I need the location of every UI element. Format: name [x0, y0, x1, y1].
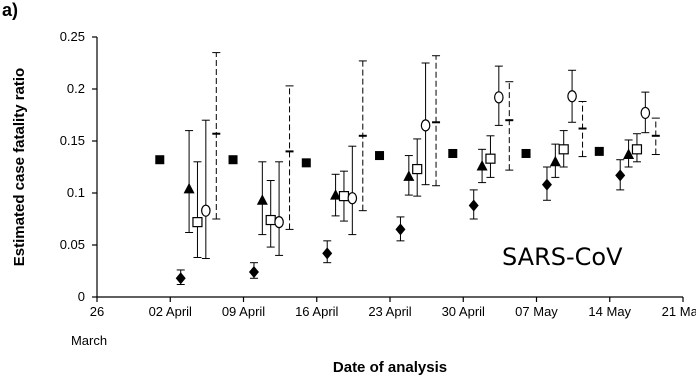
x-tick-label: 07 May: [515, 304, 558, 319]
x-axis-title: Date of analysis: [333, 359, 447, 376]
data-point-triangle-filled: [183, 182, 195, 194]
y-ticks: 0 0.05 0.1 0.15 0.2 0.25: [60, 29, 97, 304]
data-point-square-filled: [521, 148, 531, 158]
data-point-square-open: [558, 144, 569, 155]
y-tick-label: 0.25: [60, 29, 85, 44]
data-point-circle-open: [494, 91, 504, 104]
x-tick-label: 30 April: [442, 304, 485, 319]
x-tick-label: 23 April: [368, 304, 411, 319]
series-circle-open: [201, 62, 651, 260]
series-diamond-filled: [175, 159, 626, 286]
data-point-triangle-filled: [330, 189, 342, 200]
data-point-circle-open: [274, 216, 284, 229]
data-point-circle-open: [420, 119, 431, 132]
y-tick-label: 0.05: [60, 237, 85, 252]
x-tick-label: 02 April: [149, 304, 192, 319]
data-point-square-open: [338, 191, 350, 202]
series-dash: [212, 52, 660, 230]
data-point-circle-open: [201, 204, 211, 217]
data-point-square-filled: [228, 155, 238, 165]
x-tick-label: 09 April: [222, 304, 265, 319]
y-tick-label: 0.2: [67, 81, 85, 96]
data-point-square-open: [412, 163, 423, 175]
x-tick-label-month: March: [71, 333, 107, 348]
x-tick-label: 16 April: [295, 304, 338, 319]
data-point-diamond-filled: [541, 178, 552, 191]
y-tick-label: 0.1: [67, 185, 85, 200]
data-point-square-open: [631, 144, 643, 155]
data-point-square-filled: [594, 146, 604, 156]
data-point-square-filled: [448, 148, 458, 158]
data-point-circle-open: [567, 90, 577, 103]
data-point-triangle-filled: [549, 155, 561, 167]
x-tick-label: 21 May: [662, 304, 696, 319]
data-point-square-filled: [301, 158, 311, 168]
data-point-diamond-filled: [175, 272, 186, 285]
data-point-square-filled: [155, 155, 165, 165]
data-point-square-open: [265, 214, 276, 226]
data-point-diamond-filled: [468, 199, 479, 212]
data-point-square-open: [485, 153, 496, 164]
x-tick-label: 14 May: [588, 304, 631, 319]
data-point-diamond-filled: [395, 223, 406, 236]
annotation-label: SARS-CoV: [502, 243, 623, 271]
plot-area: [155, 52, 660, 286]
data-point-triangle-filled: [476, 159, 488, 171]
y-axis-title: Estimated case fatality ratio: [11, 68, 28, 266]
data-point-triangle-filled: [403, 170, 415, 181]
series-triangle-filled: [183, 130, 635, 236]
series-square-open: [192, 130, 643, 258]
data-point-diamond-filled: [322, 247, 333, 260]
x-tick-label: 26: [90, 304, 104, 319]
y-tick-label: 0.15: [60, 133, 85, 148]
series-square-filled: [155, 146, 604, 168]
panel-label: a): [2, 0, 18, 20]
data-point-triangle-filled: [623, 148, 635, 160]
data-point-square-open: [192, 217, 203, 228]
data-point-triangle-filled: [256, 194, 268, 205]
data-point-diamond-filled: [248, 266, 259, 279]
data-point-circle-open: [640, 106, 651, 120]
x-axis: 26 March 02 April 09 April 16 April 23 April 3…: [71, 296, 696, 348]
x-ticks: 26 March 02 April 09 April 16 April 23 April 3…: [71, 297, 696, 348]
data-point-circle-open: [347, 192, 358, 205]
data-point-square-filled: [375, 151, 385, 161]
y-tick-label: 0: [78, 289, 85, 304]
y-axis: 0 0.05 0.1 0.15 0.2 0.25: [60, 29, 98, 304]
data-point-diamond-filled: [615, 169, 626, 182]
